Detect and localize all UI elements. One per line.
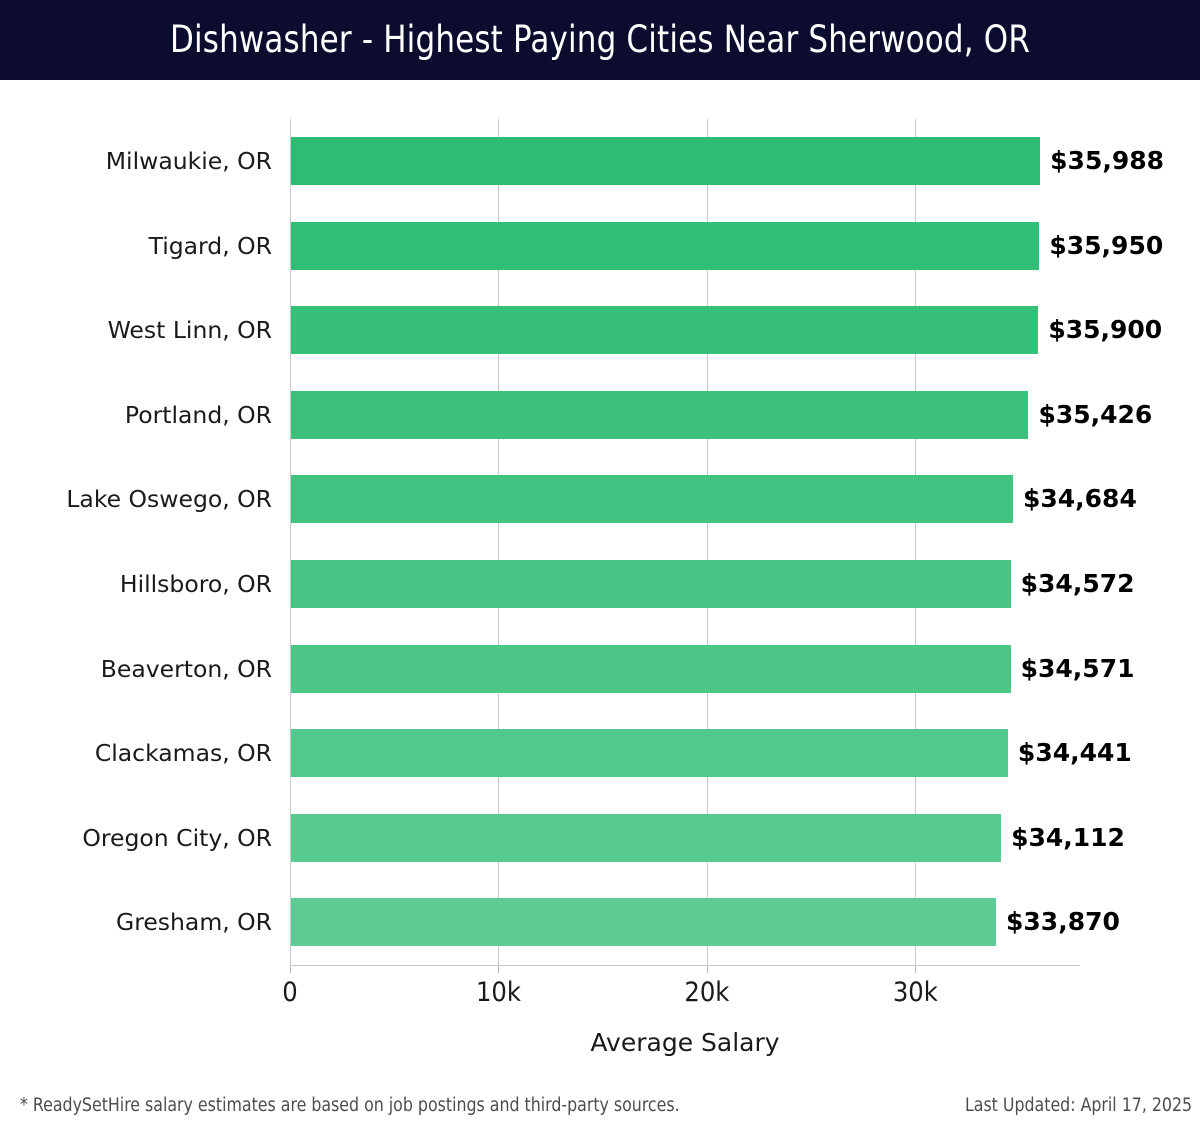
category-label: Oregon City, OR — [82, 823, 272, 852]
title-bar: Dishwasher - Highest Paying Cities Near … — [0, 0, 1200, 80]
category-label: Gresham, OR — [115, 908, 272, 937]
x-axis-spine — [290, 965, 1080, 966]
x-tick-label: 10k — [475, 977, 521, 1008]
gridlines-layer — [0, 80, 1200, 1140]
category-label: Beaverton, OR — [100, 654, 272, 683]
bar-row: Clackamas, OR $34,441 — [0, 711, 1200, 796]
category-label: Clackamas, OR — [94, 739, 272, 768]
bar-value-label: $33,870 — [1006, 907, 1120, 937]
bar-value-label: $35,950 — [1049, 230, 1164, 260]
bar-row: Hillsboro, OR $34,572 — [0, 542, 1200, 627]
bar[interactable] — [290, 729, 1008, 778]
bar[interactable] — [290, 221, 1040, 270]
bar-value-label: $35,900 — [1048, 315, 1163, 345]
x-tick-mark — [915, 966, 917, 973]
bar[interactable] — [290, 475, 1013, 524]
category-label: Lake Oswego, OR — [66, 485, 272, 514]
x-tick-label: 0 — [282, 977, 298, 1008]
x-tick-label: 20k — [684, 977, 730, 1008]
gridline — [498, 119, 500, 965]
category-label: Portland, OR — [124, 400, 272, 429]
chart-plot-area: Milwaukie, OR $35,988 Tigard, OR $35,950 Wes… — [0, 80, 1200, 1140]
bar[interactable] — [290, 560, 1011, 608]
bar-value-label: $34,441 — [1017, 738, 1132, 768]
category-label: West Linn, OR — [107, 316, 272, 345]
gridline — [706, 119, 708, 965]
footer-last-updated: Last Updated: April 17, 2025 — [964, 1095, 1192, 1116]
y-axis-spine — [290, 119, 291, 966]
x-tick-label: 30k — [892, 977, 938, 1008]
bar[interactable] — [290, 306, 1039, 355]
category-label: Milwaukie, OR — [105, 147, 272, 175]
footer-disclaimer: * ReadySetHire salary estimates are base… — [20, 1095, 680, 1116]
bar-value-label: $34,572 — [1020, 569, 1135, 598]
category-label: Tigard, OR — [148, 231, 272, 260]
gridline — [915, 119, 917, 965]
x-tick-mark — [498, 966, 500, 973]
bar-row: Tigard, OR $35,950 — [0, 204, 1200, 289]
bar-row: Milwaukie, OR $35,988 — [0, 119, 1200, 204]
bar-row: Portland, OR $35,426 — [0, 373, 1200, 458]
bar[interactable] — [290, 390, 1029, 439]
x-tick-mark — [290, 966, 291, 973]
footer: * ReadySetHire salary estimates are base… — [0, 1095, 1200, 1140]
x-tick-mark — [706, 966, 708, 973]
page-title: Dishwasher - Highest Paying Cities Near … — [169, 18, 1031, 61]
bars-layer: Milwaukie, OR $35,988 Tigard, OR $35,950 Wes… — [0, 80, 1200, 1140]
bar[interactable] — [290, 644, 1011, 693]
category-label: Hillsboro, OR — [119, 570, 272, 598]
bar[interactable] — [290, 813, 1002, 862]
bar-row: Lake Oswego, OR $34,684 — [0, 457, 1200, 542]
bar-value-label: $35,426 — [1038, 399, 1153, 429]
bar-value-label: $34,571 — [1020, 653, 1135, 683]
bar-value-label: $35,988 — [1050, 146, 1165, 175]
x-axis-title: Average Salary — [590, 1028, 780, 1057]
bar-value-label: $34,112 — [1011, 822, 1125, 852]
bar-row: Gresham, OR $33,870 — [0, 880, 1200, 965]
bar-row: Oregon City, OR $34,112 — [0, 796, 1200, 881]
bar[interactable] — [290, 898, 997, 947]
bar-row: Beaverton, OR $34,571 — [0, 627, 1200, 712]
bar-row: West Linn, OR $35,900 — [0, 288, 1200, 373]
bar-value-label: $34,684 — [1022, 484, 1137, 514]
bar[interactable] — [290, 137, 1041, 185]
